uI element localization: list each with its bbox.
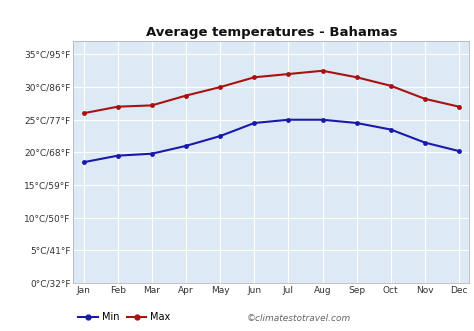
Min — [354, 121, 359, 125]
Max — [81, 111, 87, 115]
Legend: Min, Max: Min, Max — [78, 312, 171, 322]
Min — [115, 154, 121, 158]
Min — [183, 144, 189, 148]
Min — [285, 118, 291, 122]
Max — [354, 75, 359, 79]
Min — [252, 121, 257, 125]
Max — [149, 103, 155, 107]
Max — [388, 84, 393, 88]
Min — [422, 141, 428, 145]
Max — [456, 105, 462, 109]
Min — [456, 149, 462, 153]
Max — [319, 69, 325, 73]
Min — [319, 118, 325, 122]
Text: ©climatestotravel.com: ©climatestotravel.com — [246, 314, 351, 323]
Max — [218, 85, 223, 89]
Min — [218, 134, 223, 138]
Min — [81, 160, 87, 164]
Min — [388, 127, 393, 131]
Max — [422, 97, 428, 101]
Line: Max: Max — [81, 68, 462, 116]
Max — [115, 105, 121, 109]
Line: Min: Min — [81, 117, 462, 165]
Title: Average temperatures - Bahamas: Average temperatures - Bahamas — [146, 26, 397, 39]
Max — [285, 72, 291, 76]
Max — [252, 75, 257, 79]
Max — [183, 94, 189, 98]
Min — [149, 152, 155, 156]
